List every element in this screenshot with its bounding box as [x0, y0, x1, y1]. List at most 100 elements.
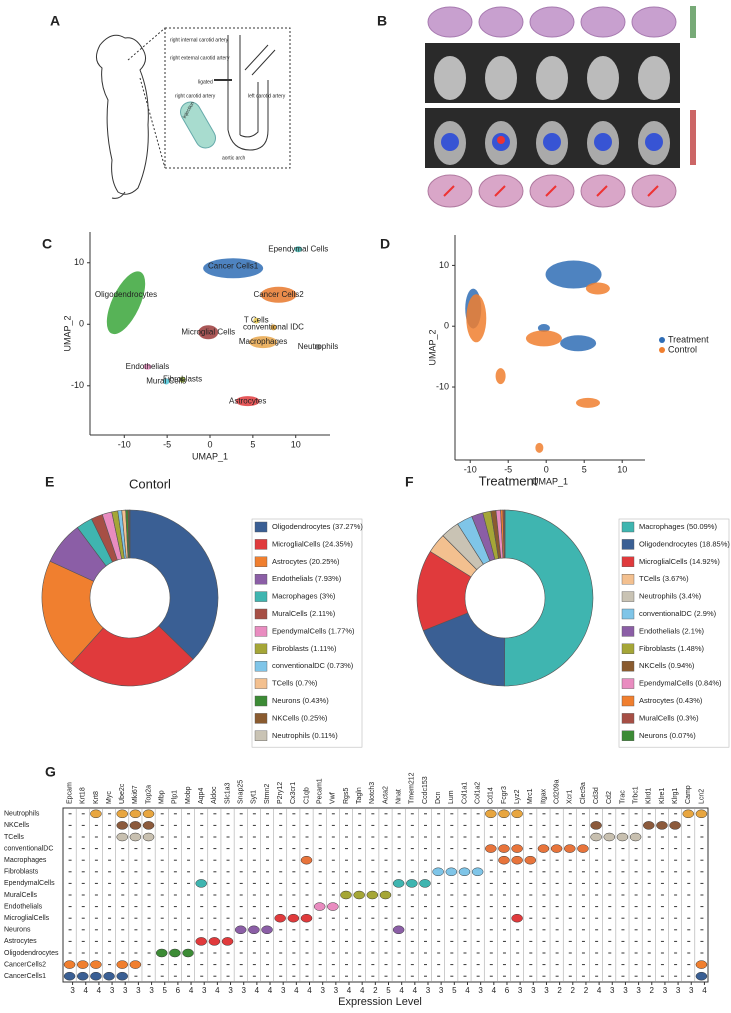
brain-slice	[428, 7, 472, 37]
violin	[683, 810, 694, 818]
expression-tick: 2	[557, 986, 562, 995]
row-label: Endothelials	[4, 903, 43, 910]
cluster-label: Endothelials	[126, 362, 170, 371]
row-label: CancerCells2	[4, 961, 46, 968]
cluster	[496, 368, 506, 384]
expression-tick: 3	[241, 986, 246, 995]
panel-label: G	[45, 764, 56, 780]
violin	[525, 856, 536, 864]
legend-label: Oligodendrocytes (18.85%)	[639, 539, 730, 548]
violin	[591, 833, 602, 841]
violin	[222, 937, 233, 945]
donut-slice	[504, 510, 593, 686]
legend-label: Treatment	[668, 334, 709, 344]
expression-tick: 3	[663, 986, 668, 995]
row-label: Neutrophils	[4, 811, 40, 818]
violin	[393, 879, 404, 887]
legend-swatch	[622, 574, 634, 584]
violin	[696, 972, 707, 980]
cluster-label: Neutrophils	[298, 342, 338, 351]
donut-slice	[129, 510, 130, 558]
violin	[670, 821, 681, 829]
violin	[130, 810, 141, 818]
violin	[104, 972, 115, 980]
gene-label: Krt8	[93, 791, 100, 804]
gene-label: Lcn2	[698, 789, 705, 804]
violin	[209, 937, 220, 945]
legend-swatch	[622, 661, 634, 671]
mouse-head	[434, 56, 466, 100]
expression-tick: 4	[492, 986, 497, 995]
expression-tick: 3	[320, 986, 325, 995]
expression-tick: 3	[334, 986, 339, 995]
violin	[143, 821, 154, 829]
panel-label: D	[380, 236, 390, 252]
gene-label: Aqp4	[198, 788, 205, 804]
annotation: right internal carotid artery	[170, 37, 229, 43]
violin	[130, 821, 141, 829]
signal	[441, 133, 459, 151]
violin	[696, 810, 707, 818]
expression-tick: 3	[426, 986, 431, 995]
legend-label: MicroglialCells (24.35%)	[272, 539, 353, 548]
gene-label: Cd3d	[593, 787, 600, 804]
expression-tick: 3	[544, 986, 549, 995]
signal	[594, 133, 612, 151]
gene-label: Mobp	[185, 786, 192, 804]
violin	[512, 845, 523, 853]
legend-swatch	[622, 679, 634, 689]
expression-tick: 3	[689, 986, 694, 995]
expression-tick: 3	[478, 986, 483, 995]
violin	[433, 868, 444, 876]
expression-tick: 3	[531, 986, 536, 995]
violin	[301, 914, 312, 922]
row-label: Macrophages	[4, 857, 47, 864]
expression-tick: 2	[584, 986, 589, 995]
violin	[117, 821, 128, 829]
legend-swatch	[622, 522, 634, 532]
expression-tick: 4	[307, 986, 312, 995]
gene-label: Ccdc153	[422, 776, 429, 804]
mouse-head	[485, 56, 517, 100]
expression-tick: 6	[505, 986, 510, 995]
mouse-body	[96, 35, 148, 194]
expression-tick: 3	[202, 986, 207, 995]
gene-label: Cd14	[488, 787, 495, 804]
colorbar	[690, 110, 696, 165]
violin	[288, 914, 299, 922]
gene-label: Xcr1	[567, 790, 574, 805]
legend-swatch	[255, 574, 267, 584]
y-axis-title: UMAP_2	[62, 315, 72, 351]
gene-label: Krt18	[80, 787, 87, 804]
violin	[117, 972, 128, 980]
violin	[696, 961, 707, 969]
cluster	[535, 443, 543, 453]
expression-tick: 3	[518, 986, 523, 995]
violin	[485, 845, 496, 853]
expression-tick: 4	[268, 986, 273, 995]
legend-label: Endothelials (2.1%)	[639, 626, 705, 635]
expression-tick: 3	[610, 986, 615, 995]
violin	[591, 821, 602, 829]
gene-label: C1qb	[303, 787, 310, 804]
colorbar	[690, 6, 696, 38]
gene-label: Klre1	[659, 788, 666, 804]
expression-tick: 4	[465, 986, 470, 995]
expression-tick: 3	[623, 986, 628, 995]
row-label: NKCells	[4, 822, 30, 829]
legend-label: Oligodendrocytes (37.27%)	[272, 522, 363, 531]
gene-label: Col1a2	[474, 782, 481, 804]
x-tick-label: 0	[207, 439, 212, 449]
violin	[196, 937, 207, 945]
panel-label: C	[42, 236, 52, 252]
violin	[275, 914, 286, 922]
legend-label: Endothelials (7.93%)	[272, 574, 342, 583]
violin	[419, 879, 430, 887]
annotation: right external carotid artery	[170, 55, 230, 61]
cluster-label: Macrophages	[239, 337, 287, 346]
gene-label: Pecam1	[317, 778, 324, 804]
violin	[564, 845, 575, 853]
violin	[380, 891, 391, 899]
expression-tick: 5	[452, 986, 457, 995]
x-axis-title: UMAP_1	[192, 451, 228, 461]
